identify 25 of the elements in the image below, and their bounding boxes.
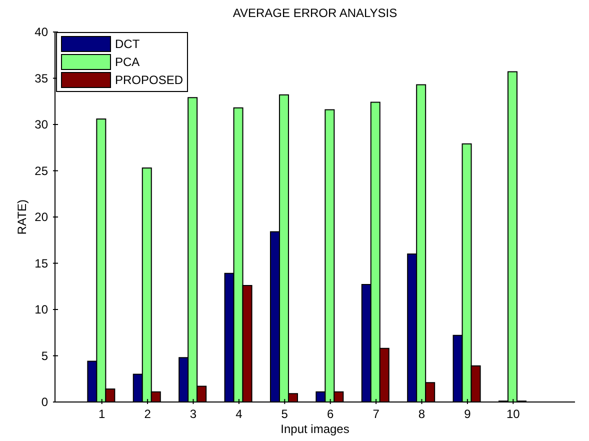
x-tick-label: 5 — [281, 407, 288, 421]
y-tick-label: 40 — [34, 25, 48, 39]
x-axis-title: Input images — [280, 422, 350, 436]
y-tick-label: 30 — [34, 118, 48, 132]
x-tick-label: 2 — [144, 407, 152, 421]
x-tick-label: 3 — [190, 407, 197, 421]
x-tick-label: 8 — [418, 407, 426, 421]
y-tick-label: 25 — [34, 164, 48, 178]
x-tick-label: 10 — [506, 407, 520, 421]
x-tick-label: 9 — [464, 407, 472, 421]
y-tick-label: 0 — [41, 395, 48, 409]
chart-title: AVERAGE ERROR ANALYSIS — [232, 6, 398, 20]
y-tick-label: 5 — [41, 348, 48, 363]
y-tick-label: 10 — [34, 302, 48, 316]
x-tick-label: 6 — [327, 407, 334, 421]
y-tick-label: 20 — [34, 210, 48, 224]
y-tick-label: 35 — [34, 71, 48, 86]
x-tick-label: 4 — [236, 407, 243, 421]
legend-label: DCT — [115, 37, 140, 51]
y-tick-label: 15 — [34, 256, 48, 270]
legend-label: PCA — [115, 55, 140, 69]
x-tick-label: 7 — [372, 407, 380, 421]
y-axis-title: RATE) — [15, 198, 29, 237]
legend-label: PROPOSED — [115, 73, 184, 87]
x-tick-label: 1 — [98, 407, 106, 421]
